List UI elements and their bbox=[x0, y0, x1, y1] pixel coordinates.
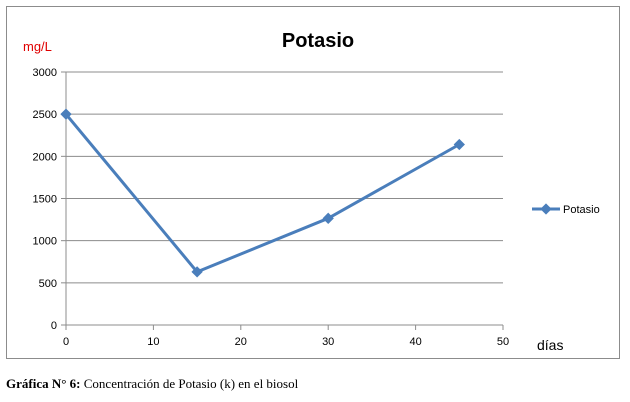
series-potasio bbox=[60, 108, 465, 278]
data-point bbox=[322, 212, 334, 224]
figure-caption: Gráfica N° 6: Concentración de Potasio (… bbox=[6, 376, 626, 392]
y-tick-label: 2000 bbox=[33, 151, 57, 163]
y-tick-label: 3000 bbox=[33, 67, 57, 79]
caption-text: Concentración de Potasio (k) en el bioso… bbox=[80, 376, 299, 391]
y-tick-label: 0 bbox=[51, 320, 57, 332]
x-axis-label: días bbox=[537, 337, 563, 353]
y-tick-label: 1500 bbox=[33, 194, 57, 206]
series-line bbox=[64, 113, 461, 274]
x-tick-label: 30 bbox=[322, 336, 334, 348]
gridlines bbox=[66, 71, 503, 284]
data-point bbox=[453, 138, 465, 151]
axes bbox=[61, 71, 504, 330]
x-tick-label: 10 bbox=[147, 336, 159, 348]
y-tick-label: 2500 bbox=[33, 109, 57, 121]
x-tick-labels: 0 10 20 30 40 50 bbox=[63, 336, 509, 348]
chart-frame: Potasio mg/L días 0 500 1000 1500 2000 2500 30… bbox=[6, 6, 620, 359]
legend: Potasio bbox=[532, 203, 600, 216]
x-tick-label: 40 bbox=[409, 336, 421, 348]
y-axis-unit-label: mg/L bbox=[23, 39, 52, 54]
data-point bbox=[191, 266, 203, 278]
y-tick-labels: 0 500 1000 1500 2000 2500 3000 bbox=[33, 67, 57, 332]
y-tick-label: 500 bbox=[39, 278, 57, 290]
chart-title: Potasio bbox=[282, 30, 354, 52]
line-chart: Potasio mg/L días 0500100015002000250030… bbox=[23, 30, 600, 353]
x-tick-label: 0 bbox=[63, 336, 69, 348]
legend-label: Potasio bbox=[563, 204, 600, 216]
y-tick-label: 1000 bbox=[33, 236, 57, 248]
x-tick-label: 20 bbox=[235, 336, 247, 348]
x-tick-label: 50 bbox=[497, 336, 509, 348]
legend-marker bbox=[540, 203, 552, 215]
caption-label: Gráfica N° 6: bbox=[6, 376, 81, 391]
